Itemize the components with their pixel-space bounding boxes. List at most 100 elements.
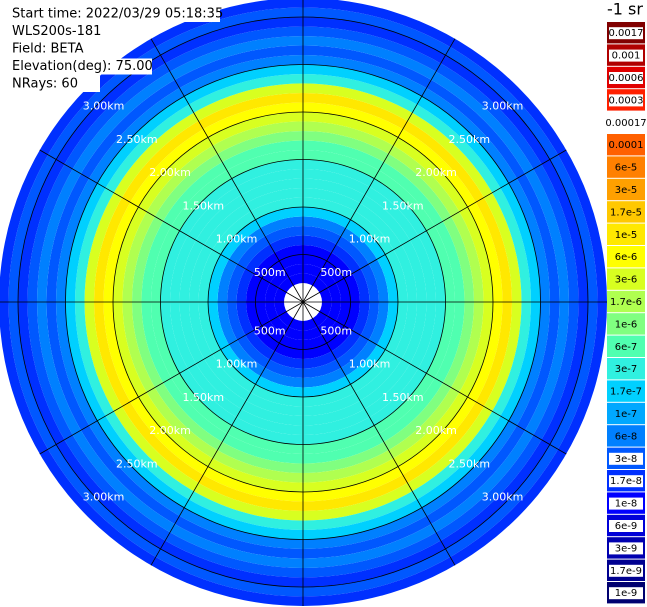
colorbar-label: 0.0006 <box>609 73 644 84</box>
colorbar-label-bg <box>609 49 643 62</box>
colorbar-label-bg <box>609 430 643 443</box>
azimuth-spoke <box>39 149 304 303</box>
ppi-rings <box>0 0 607 606</box>
colorbar-label: 0.00017 <box>605 118 646 129</box>
range-label: 3.00km <box>83 491 125 504</box>
colorbar-label-bg <box>609 497 643 510</box>
header-line: Start time: 2022/03/29 05:18:35 <box>12 7 223 22</box>
header-line: Field: BETA <box>12 42 84 57</box>
range-label: 500m <box>320 324 352 337</box>
range-label: 2.50km <box>116 133 158 146</box>
range-label: 3.00km <box>482 491 524 504</box>
colorbar-title: -1 sr <box>607 0 643 19</box>
azimuth-spoke <box>302 301 456 566</box>
header-line: WLS200s-181 <box>12 24 101 39</box>
range-label: 1.50km <box>182 199 224 212</box>
range-ring <box>207 206 399 398</box>
azimuth-spoke <box>302 301 567 455</box>
colorbar-label-bg <box>609 340 643 353</box>
colorbar-label: 0.0017 <box>609 28 644 39</box>
range-ring <box>160 159 446 445</box>
range-ring <box>65 64 541 540</box>
colorbar-label: 1.7e-9 <box>610 566 642 577</box>
range-label: 1.00km <box>216 233 258 246</box>
header-line: Elevation(deg): 75.00 <box>12 59 153 74</box>
header-bg <box>10 76 100 92</box>
colorbar-label: 3e-7 <box>615 364 638 375</box>
colorbar-label-bg <box>609 72 643 84</box>
colorbar-label: 1.7e-8 <box>610 476 642 487</box>
azimuth-spoke <box>150 38 304 303</box>
range-label: 500m <box>254 324 286 337</box>
colorbar-label-bg <box>609 564 643 577</box>
colorbar-label-bg <box>609 363 643 376</box>
range-label: 2.50km <box>116 457 158 470</box>
range-label: 2.50km <box>448 133 490 146</box>
range-label: 1.00km <box>349 233 391 246</box>
colorbar-title-bg <box>604 0 647 20</box>
colorbar-label-bg <box>609 408 643 420</box>
colorbar-label-bg <box>609 251 643 264</box>
colorbar-label: 1e-6 <box>615 319 638 330</box>
colorbar-label: 6e-5 <box>615 163 638 174</box>
header-line: NRays: 60 <box>12 77 78 92</box>
colorbar-label-bg <box>609 296 643 308</box>
colorbar-label-bg <box>609 184 643 196</box>
range-label: 3.00km <box>83 100 125 113</box>
colorbar-label-bg <box>609 520 643 532</box>
colorbar-label-bg <box>609 385 643 398</box>
colorbar-label-bg <box>609 139 643 152</box>
colorbar-label: 1.7e-5 <box>610 207 642 218</box>
range-label: 2.00km <box>149 166 191 179</box>
range-label: 2.00km <box>415 424 457 437</box>
range-label: 3.00km <box>482 100 524 113</box>
colorbar-label: 1e-8 <box>615 499 638 510</box>
colorbar-label: 0.0003 <box>609 95 644 106</box>
colorbar-label-bg <box>609 94 643 107</box>
header-bg <box>10 58 152 75</box>
range-ring <box>17 16 589 588</box>
header-bg <box>10 41 100 57</box>
azimuth-spoke <box>39 301 304 455</box>
colorbar-label-bg <box>609 116 643 129</box>
colorbar-label: 0.001 <box>612 51 641 62</box>
colorbar-label: 3e-6 <box>615 275 638 286</box>
colorbar-label-bg <box>609 161 643 174</box>
range-label: 1.00km <box>349 358 391 371</box>
colorbar-label-bg <box>609 587 643 600</box>
azimuth-spoke <box>150 301 304 566</box>
range-label: 2.50km <box>448 457 490 470</box>
colorbar-label: 6e-8 <box>615 431 638 442</box>
azimuth-spoke <box>302 149 567 303</box>
colorbar-label-bg <box>609 542 643 555</box>
range-label: 1.50km <box>182 391 224 404</box>
range-label: 500m <box>254 266 286 279</box>
range-ring <box>255 254 351 350</box>
colorbar-label: 6e-6 <box>615 252 638 263</box>
colorbar-label: 1.7e-6 <box>610 297 642 308</box>
header-bg <box>10 23 100 40</box>
range-label: 2.00km <box>149 424 191 437</box>
colorbar-label: 6e-7 <box>615 342 638 353</box>
colorbar-label: 1e-9 <box>615 588 638 599</box>
range-label: 1.50km <box>382 199 424 212</box>
colorbar-label: 1e-7 <box>615 409 638 420</box>
colorbar-label: 3e-5 <box>615 185 638 196</box>
colorbar-label: 0.0001 <box>609 140 644 151</box>
colorbar-label-bg <box>609 318 643 331</box>
colorbar-label-bg <box>609 273 643 286</box>
colorbar-label-bg <box>609 27 643 40</box>
colorbar-label: 1e-5 <box>615 230 638 241</box>
range-ring-cell <box>274 273 332 331</box>
colorbar-label-bg <box>609 228 643 241</box>
colorbar-label-bg <box>609 452 643 465</box>
colorbar-label: 6e-9 <box>615 521 638 532</box>
range-label: 1.50km <box>382 391 424 404</box>
azimuth-spoke <box>302 38 456 303</box>
header-bg <box>10 6 220 22</box>
colorbar-label: 1.7e-7 <box>610 387 642 398</box>
range-label: 1.00km <box>216 358 258 371</box>
